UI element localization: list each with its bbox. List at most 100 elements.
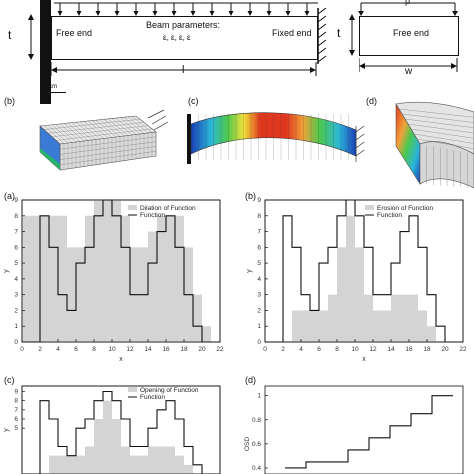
x-tick-label: 12 (126, 346, 134, 353)
legend-entry-2: Function (140, 394, 165, 401)
x-tick-label: 6 (74, 346, 78, 353)
plot-frame (21, 199, 221, 343)
length-dimension (51, 62, 317, 76)
load-arrow-head (76, 11, 82, 16)
length-label: l (182, 64, 185, 76)
x-tick-label: 18 (423, 346, 431, 353)
y-tick-label: 9 (257, 197, 261, 204)
y-tick-label: 6 (14, 416, 18, 423)
y-tick-label: 2 (14, 307, 18, 314)
free-end-label: Free end (56, 28, 93, 38)
load-arrow-head (171, 11, 177, 16)
y-tick-label: 7 (14, 407, 18, 414)
x-tick-label: 16 (405, 346, 413, 353)
deformed-beam-panel-c (187, 112, 365, 164)
chart-panel-c: (c) 5 6 7 8 9 y Opening of Function Function (0, 372, 237, 474)
series-line-function (265, 199, 463, 343)
y-tick-label: 5 (14, 425, 18, 432)
chart-a-label: (a) (4, 191, 15, 201)
x-tick-label: 4 (56, 346, 60, 353)
chart-panel-b: (b) 0 1 2 3 4 5 6 7 8 9 0 2 4 6 8 10 12 14 16 18 20 22 x y Erosi… (237, 188, 474, 366)
x-tick-label: 6 (317, 346, 321, 353)
y-tick-label: 2 (257, 307, 261, 314)
beam-body (51, 16, 318, 60)
y-axis-label: y (3, 428, 10, 432)
y-tick-label: 9 (14, 389, 18, 396)
right-thickness-label: t (337, 26, 341, 40)
y-tick-label: 1 (257, 393, 261, 400)
load-arrow-head (95, 11, 101, 16)
chart-panel-d: (d) 0.4 0.6 0.8 1 OSD (237, 372, 474, 474)
panel-d-label: (d) (366, 96, 377, 106)
y-tick-label: 4 (257, 276, 261, 283)
x-tick-label: 20 (198, 346, 206, 353)
thickness-label: t (8, 28, 12, 42)
y-tick-label: 5 (257, 260, 261, 267)
x-tick-label: 0 (263, 346, 267, 353)
mesh-panel-b (39, 109, 168, 171)
y-tick-label: 8 (257, 213, 261, 220)
load-arrow-head (285, 11, 291, 16)
y-tick-label: 0.4 (252, 465, 261, 472)
panel-b-label: (b) (4, 96, 15, 106)
chart-panel-a: (a) 0 1 2 3 4 5 6 7 8 9 0 2 4 6 8 10 12 14 16 18 20 22 x y Dilat… (0, 188, 237, 366)
plot-frame (264, 199, 464, 343)
legend-entry-1: Dilation of Function (140, 205, 196, 212)
x-tick-label: 18 (180, 346, 188, 353)
wall-left (40, 0, 51, 104)
load-arrow-head (247, 11, 253, 16)
y-tick-label: 9 (14, 197, 18, 204)
y-tick-label: 0 (14, 339, 18, 346)
y-tick-label: 1 (257, 323, 261, 330)
y-tick-label: 0.6 (252, 441, 261, 448)
right-load-line (358, 2, 458, 16)
scale-bar (44, 92, 66, 93)
load-arrow-head (228, 11, 234, 16)
y-tick-label: 7 (257, 229, 261, 236)
load-arrow-head (190, 11, 196, 16)
fixed-end-label: Fixed end (272, 28, 312, 38)
right-thickness-dimension (349, 14, 355, 56)
y-tick-label: 3 (257, 292, 261, 299)
pressure-label: p (405, 0, 411, 6)
beam-params-symbols: ε, ε, ε, ε (163, 33, 191, 42)
plot-frame (21, 385, 221, 474)
legend-entry-2: Function (377, 212, 402, 219)
load-arrow-head (209, 11, 215, 16)
load-arrow-head (152, 11, 158, 16)
chart-d-label: (d) (245, 375, 256, 385)
x-axis-label: x (119, 356, 123, 363)
series-line-function (22, 390, 220, 474)
chart-c-label: (c) (4, 375, 15, 385)
legend-entry-1: Erosion of Function (377, 205, 433, 212)
x-tick-label: 16 (162, 346, 170, 353)
y-tick-label: 1 (14, 323, 18, 330)
thickness-dimension (28, 14, 34, 60)
x-tick-label: 22 (216, 346, 224, 353)
x-tick-label: 10 (108, 346, 116, 353)
left-beam-schematic: t Free end Beam parameters: ε, ε, ε, ε F… (0, 0, 340, 104)
x-tick-label: 14 (387, 346, 395, 353)
x-tick-label: 8 (335, 346, 339, 353)
y-tick-label: 5 (14, 260, 18, 267)
right-free-end-label: Free end (393, 28, 430, 38)
x-tick-label: 22 (459, 346, 467, 353)
load-arrows (54, 2, 318, 16)
width-dimension (359, 58, 458, 72)
load-arrow-head (57, 11, 63, 16)
x-tick-label: 2 (281, 346, 285, 353)
load-arrow-head (266, 11, 272, 16)
x-tick-label: 8 (92, 346, 96, 353)
legend-entry-1: Opening of Function (140, 387, 199, 394)
x-tick-label: 14 (144, 346, 152, 353)
x-tick-label: 12 (369, 346, 377, 353)
y-tick-label: 0.8 (252, 417, 261, 424)
y-axis-label: y (3, 269, 10, 273)
fixed-end-hatch (317, 8, 327, 64)
y-tick-label: 8 (14, 398, 18, 405)
load-arrow-head (133, 11, 139, 16)
y-tick-label: 3 (14, 292, 18, 299)
y-tick-label: 4 (14, 276, 18, 283)
x-tick-label: 20 (441, 346, 449, 353)
